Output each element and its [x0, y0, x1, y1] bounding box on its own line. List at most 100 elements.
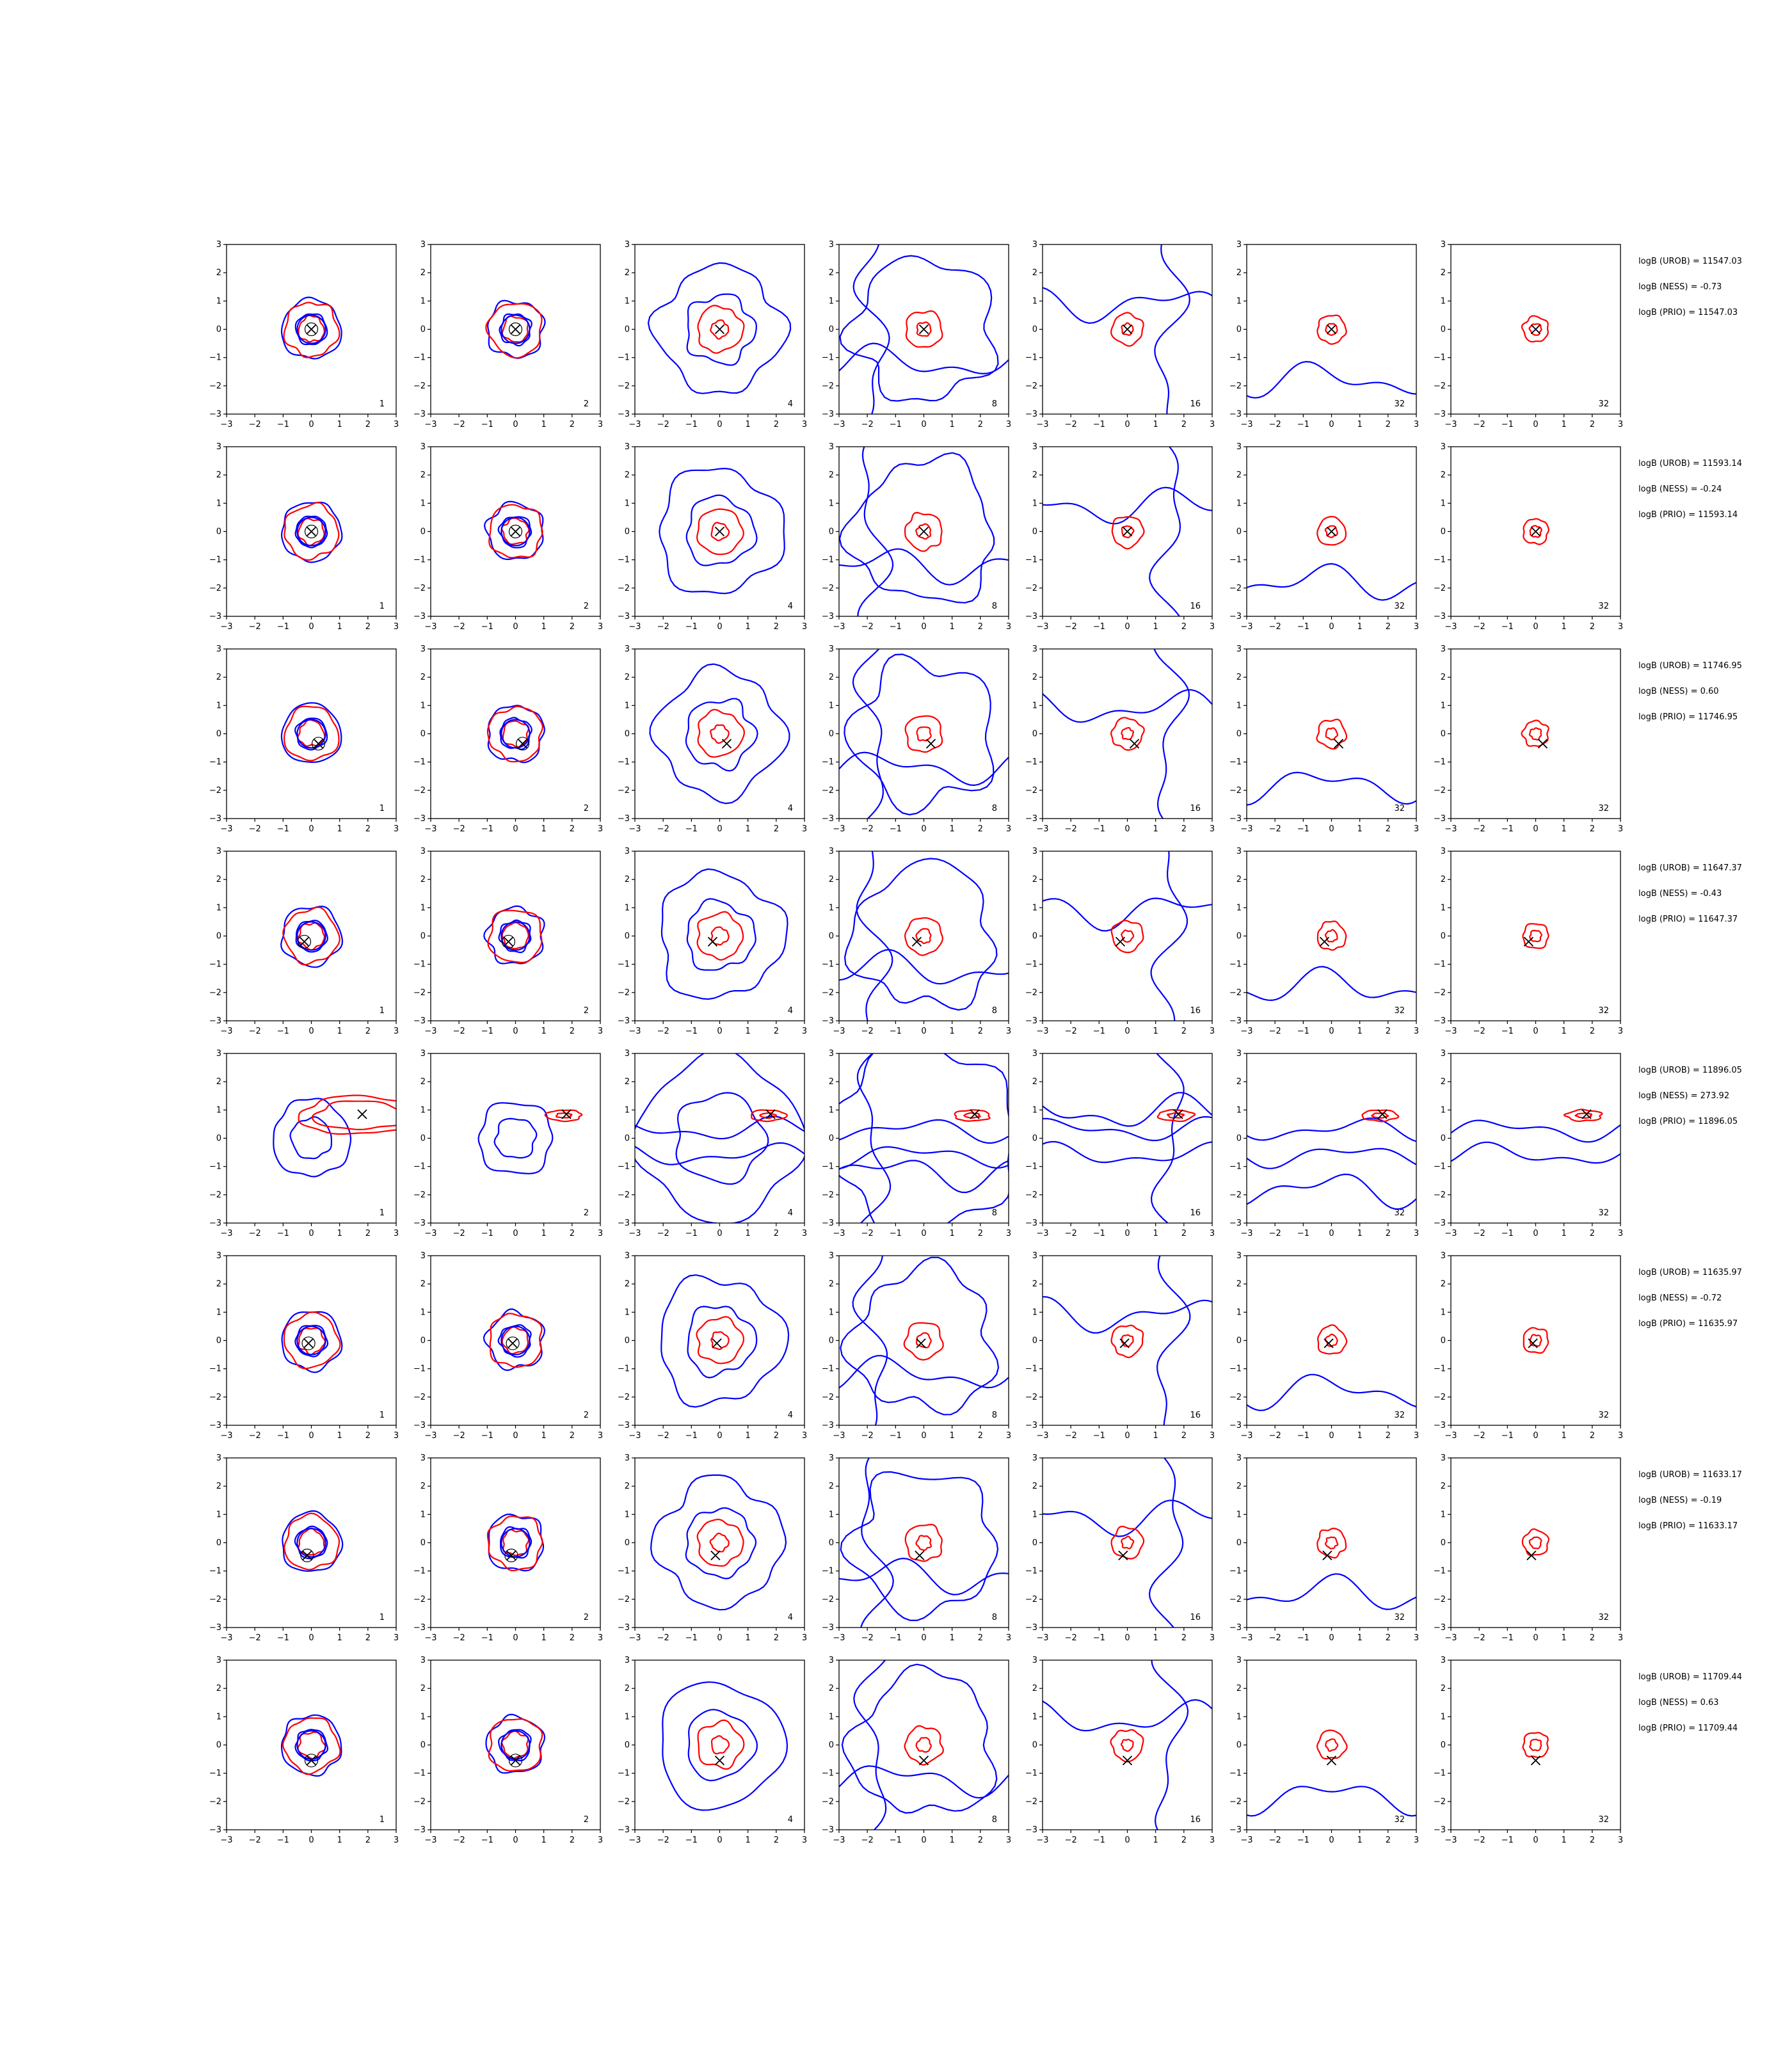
y-tick-label: −2	[1025, 381, 1037, 391]
y-tick-label: −1	[1025, 960, 1037, 970]
panel-number-label: 32	[1598, 1006, 1609, 1016]
x-tick-label: 1	[746, 1836, 751, 1845]
x-tick-label: −1	[277, 420, 289, 429]
y-tick-label: 0	[420, 1134, 426, 1144]
x-tick-label: −3	[628, 824, 641, 834]
x-tick-label: 2	[1590, 1229, 1595, 1238]
y-tick-label: −1	[618, 1162, 630, 1172]
y-tick-label: 1	[420, 1712, 426, 1722]
y-tick-label: −3	[618, 1219, 630, 1228]
x-tick-label: 3	[1210, 420, 1215, 429]
blue-contour	[1156, 1256, 1191, 1425]
blue-contour	[839, 948, 1009, 985]
y-tick-label: 0	[216, 932, 221, 941]
x-tick-label: 3	[394, 1633, 399, 1643]
marker-x	[1122, 324, 1133, 335]
x-tick-label: −2	[249, 622, 261, 632]
x-tick-label: 2	[365, 1836, 371, 1845]
x-tick-label: −3	[220, 1229, 232, 1238]
y-tick-label: −1	[1229, 1567, 1242, 1576]
panel-r3-c2: −3−3 −2 −2 −1 −1 0 0 1 1 2 2 3 3 2	[413, 644, 603, 834]
marker-x	[1324, 1338, 1334, 1348]
marker-x	[1528, 1338, 1538, 1348]
blue-contour	[1150, 851, 1188, 1021]
y-tick-label: 1	[1441, 701, 1446, 710]
x-tick-label: 0	[1533, 1027, 1538, 1036]
panel-r5-c1: −3−3 −2 −2 −1 −1 0 0 1 1 2 2 3 3 1	[209, 1049, 399, 1238]
marker-x	[503, 936, 514, 947]
y-tick-label: −3	[1229, 410, 1242, 419]
marker-circle	[300, 1548, 314, 1562]
panel-number-label: 32	[1394, 1815, 1405, 1825]
blue-contour	[1247, 360, 1416, 399]
x-tick-label: −1	[277, 1027, 289, 1036]
y-tick-label: −2	[1229, 1797, 1242, 1807]
x-tick-label: −2	[249, 1633, 261, 1643]
y-tick-label: −2	[1229, 1190, 1242, 1200]
y-tick-label: −2	[413, 381, 426, 391]
x-tick-label: −3	[220, 420, 232, 429]
red-contour	[1110, 1526, 1145, 1560]
x-tick-label: 1	[1357, 1431, 1363, 1441]
annotation-row-1-urob: logB (UROB) = 11547.03	[1638, 257, 1742, 266]
y-tick-label: 3	[625, 1049, 630, 1059]
y-tick-label: −1	[618, 353, 630, 363]
y-tick-label: −1	[822, 353, 834, 363]
annotation-row-6-prio: logB (PRIO) = 11635.97	[1638, 1319, 1738, 1329]
y-tick-label: 3	[829, 1453, 834, 1463]
y-tick-label: 2	[625, 1482, 630, 1491]
x-tick-label: 3	[394, 420, 399, 429]
x-tick-label: 1	[950, 1633, 955, 1643]
blue-contour	[856, 1053, 892, 1223]
y-tick-label: −1	[1025, 556, 1037, 565]
blue-contour	[289, 1116, 332, 1160]
axes-frame	[1042, 648, 1213, 819]
blue-contour	[296, 1730, 326, 1760]
red-contour	[486, 705, 543, 763]
x-tick-label: 0	[717, 1229, 722, 1238]
red-contour	[488, 1718, 543, 1772]
panel-r1-c3: −3−3 −2 −2 −1 −1 0 0 1 1 2 2 3 3 4	[618, 240, 807, 429]
x-tick-label: 3	[598, 1027, 603, 1036]
y-tick-label: −1	[1434, 1567, 1446, 1576]
y-tick-label: 0	[1236, 325, 1242, 335]
y-tick-label: −3	[413, 612, 426, 621]
y-tick-label: −3	[822, 410, 834, 419]
panel-r3-c1: −3−3 −2 −2 −1 −1 0 0 1 1 2 2 3 3 1	[209, 644, 399, 834]
x-tick-label: 2	[1590, 1836, 1595, 1845]
x-tick-label: −3	[220, 1633, 232, 1643]
marker-circle	[508, 1754, 523, 1768]
x-tick-label: −2	[453, 1836, 465, 1845]
panel-r6-c4: −3−3 −2 −2 −1 −1 0 0 1 1 2 2 3 3 8	[822, 1251, 1011, 1441]
y-tick-label: −3	[209, 612, 221, 621]
y-tick-label: 2	[1032, 1684, 1037, 1693]
x-tick-label: −1	[1093, 420, 1105, 429]
panel-contours-r1-c7	[1521, 315, 1549, 343]
x-tick-label: 2	[978, 1027, 983, 1036]
y-tick-label: −3	[822, 612, 834, 621]
y-tick-label: −1	[209, 1769, 221, 1779]
y-tick-label: −2	[1025, 1190, 1037, 1200]
x-tick-label: −3	[1036, 1836, 1048, 1845]
y-tick-label: 3	[829, 847, 834, 856]
x-tick-label: 0	[1533, 1633, 1538, 1643]
y-tick-label: 2	[1236, 268, 1242, 278]
x-tick-label: 1	[950, 420, 955, 429]
panel-number-label: 32	[1394, 1613, 1405, 1622]
red-contour	[710, 926, 730, 946]
x-tick-label: 3	[1210, 824, 1215, 834]
panel-contours-r3-c6	[1247, 718, 1416, 806]
x-tick-label: −3	[628, 1229, 641, 1238]
y-tick-label: −1	[413, 960, 426, 970]
y-tick-label: 0	[1441, 932, 1446, 941]
y-tick-label: 3	[829, 1049, 834, 1059]
y-tick-label: −1	[1434, 758, 1446, 767]
x-tick-label: 0	[513, 1431, 518, 1441]
panel-contours-r3-c5	[1043, 649, 1212, 819]
y-tick-label: −2	[1434, 381, 1446, 391]
annotation-row-6-ness: logB (NESS) = -0.72	[1638, 1293, 1722, 1303]
x-tick-label: −1	[890, 622, 902, 632]
x-tick-label: 0	[513, 420, 518, 429]
x-tick-label: −2	[1269, 1229, 1281, 1238]
axes-frame	[1450, 648, 1621, 819]
